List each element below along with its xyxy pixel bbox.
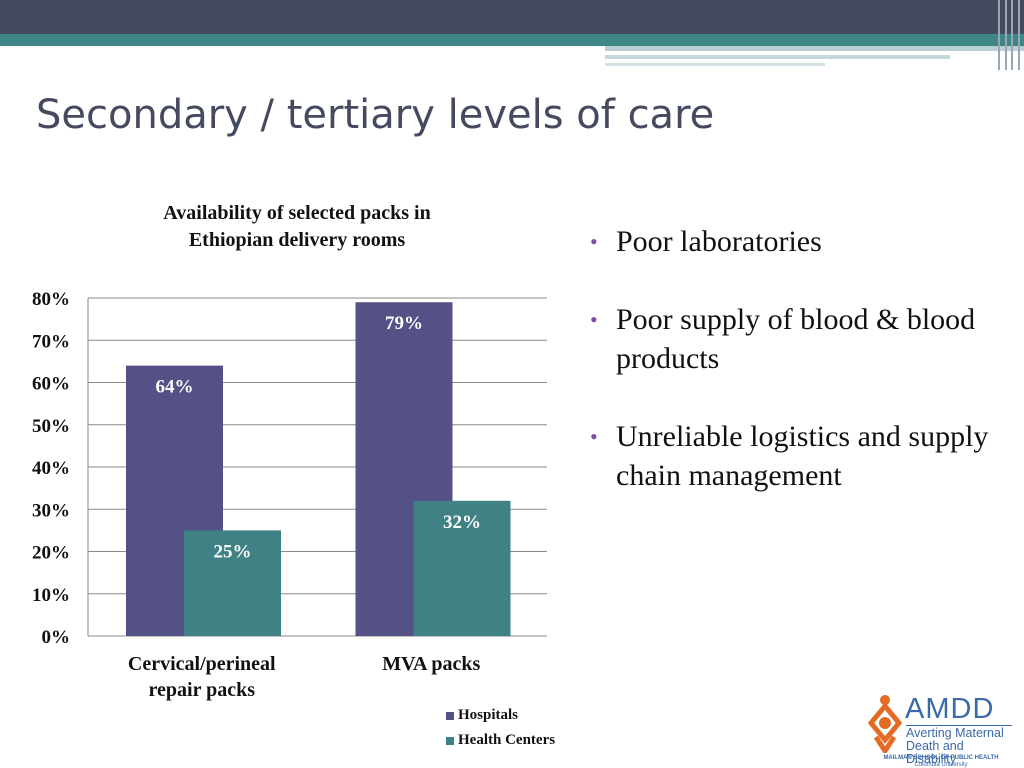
x-category-label: MVA packs — [382, 653, 480, 675]
legend-label-hospitals: Hospitals — [458, 707, 519, 723]
logo-rule — [906, 725, 1012, 726]
bullet-icon: • — [590, 424, 598, 449]
chart-title: Availability of selected packs in Ethiop… — [88, 200, 506, 254]
amdd-logo: AMDD Averting Maternal Death and Disabil… — [866, 693, 1016, 768]
logo-wordmark: AMDD — [905, 693, 995, 725]
data-label: 79% — [385, 313, 423, 334]
legend-item-hospitals: Hospitals — [446, 703, 555, 728]
accent-stripe — [605, 63, 825, 66]
bullet-item: • Poor laboratories — [590, 222, 1020, 261]
y-tick-label: 30% — [32, 500, 70, 521]
bullet-icon: • — [590, 307, 598, 332]
accent-stripe — [605, 46, 1024, 51]
y-tick-label: 10% — [32, 585, 70, 606]
logo-tagline: Averting Maternal Death and Disability — [906, 727, 1016, 766]
bar-health-centers — [184, 530, 281, 636]
y-tick-label: 0% — [42, 627, 71, 648]
data-label: 25% — [214, 541, 252, 562]
slide-title: Secondary / tertiary levels of care — [36, 92, 715, 138]
logo-tagline-line: Averting Maternal — [906, 726, 1004, 740]
x-category-label: repair packs — [149, 679, 256, 701]
bullet-list: • Poor laboratories • Poor supply of blood… — [590, 222, 1020, 534]
legend-item-health-centers: Health Centers — [446, 728, 555, 753]
accent-bar — [0, 34, 1024, 46]
bullet-text: Unreliable logistics and supply chain ma… — [616, 420, 989, 492]
logo-tagline-line: Death and Disability — [906, 739, 964, 766]
chart-title-line: Availability of selected packs in — [163, 202, 431, 224]
y-tick-label: 20% — [32, 543, 70, 564]
bullet-item: • Poor supply of blood & blood products — [590, 300, 1020, 378]
bullet-text: Poor supply of blood & blood products — [616, 303, 976, 375]
amdd-emblem-icon — [867, 695, 903, 753]
legend-label-health-centers: Health Centers — [458, 732, 556, 748]
logo-school: MAILMAN SCHOOL OF PUBLIC HEALTH — [883, 755, 999, 761]
y-tick-label: 70% — [32, 331, 70, 352]
decorative-lines — [994, 0, 1024, 70]
bullet-icon: • — [590, 229, 598, 254]
chart-title-line: Ethiopian delivery rooms — [188, 229, 406, 251]
accent-stripe — [605, 55, 950, 59]
bullet-text: Poor laboratories — [616, 225, 822, 258]
data-label: 64% — [156, 377, 194, 398]
header-bar — [0, 0, 1024, 34]
logo-university: Columbia University — [914, 762, 968, 768]
bullet-item: • Unreliable logistics and supply chain m… — [590, 417, 1020, 495]
y-tick-label: 80% — [32, 289, 70, 310]
data-label: 32% — [443, 512, 481, 533]
bar-health-centers — [413, 500, 511, 636]
chart-legend: Hospitals Health Centers — [446, 703, 555, 753]
legend-swatch-health-centers — [446, 736, 454, 745]
x-category-label: Cervical/perineal — [128, 653, 276, 675]
legend-swatch-hospitals — [446, 711, 454, 720]
y-tick-label: 50% — [32, 416, 70, 437]
y-tick-label: 60% — [32, 374, 70, 395]
y-tick-label: 40% — [32, 458, 70, 479]
